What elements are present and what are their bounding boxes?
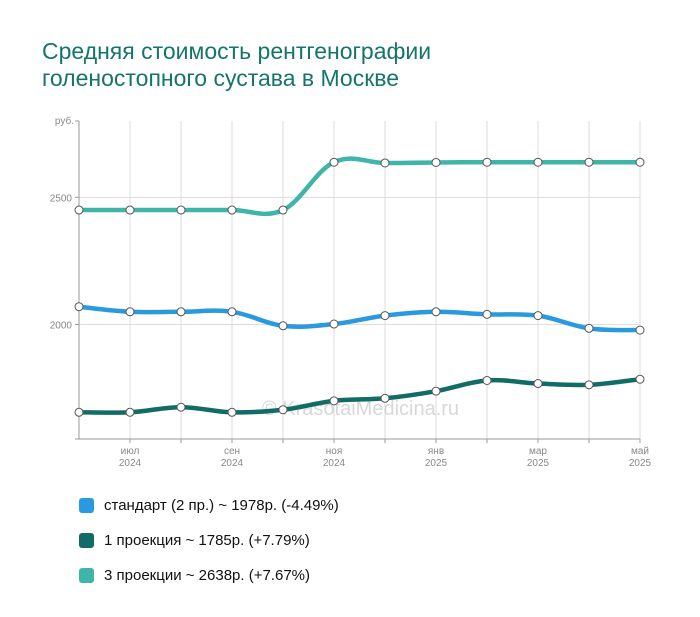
- y-axis-unit-label: руб.: [55, 115, 74, 127]
- x-tick-label-month: июл: [121, 446, 140, 457]
- y-tick-label: 2000: [50, 321, 73, 332]
- series-0-point: [74, 205, 84, 215]
- series-1-point: [329, 319, 339, 329]
- series-0-point: [176, 205, 186, 215]
- legend-swatch-3-projections: [79, 568, 94, 583]
- x-tick-label-year: 2025: [425, 458, 448, 469]
- series-1-point: [125, 307, 135, 317]
- series-2-point: [584, 380, 594, 390]
- x-tick-label-year: 2024: [323, 458, 346, 469]
- legend-label-1-projection: 1 проекция ~ 1785р. (+7.79%): [104, 532, 310, 549]
- series-2-point: [74, 407, 84, 417]
- x-tick-label-year: 2024: [221, 458, 244, 469]
- series-2-point: [482, 375, 492, 385]
- x-tick-label-month: май: [631, 446, 649, 457]
- series-1-point: [74, 302, 84, 312]
- legend-swatch-1-projection: [79, 533, 94, 548]
- x-tick-label-year: 2025: [527, 458, 550, 469]
- x-tick-label-month: мар: [529, 446, 547, 457]
- chart-legend: стандарт (2 пр.) ~ 1978р. (-4.49%) 1 про…: [79, 488, 339, 593]
- series-0-point: [278, 205, 288, 215]
- series-2-point: [533, 379, 543, 389]
- series-1-point: [176, 307, 186, 317]
- legend-item-standard[interactable]: стандарт (2 пр.) ~ 1978р. (-4.49%): [79, 488, 339, 523]
- series-1-point: [482, 309, 492, 319]
- series-2-point: [227, 407, 237, 417]
- x-tick-label-month: янв: [428, 446, 444, 457]
- legend-item-1-projection[interactable]: 1 проекция ~ 1785р. (+7.79%): [79, 523, 339, 558]
- series-0-line: [76, 156, 643, 217]
- series-2-point: [635, 374, 645, 384]
- chart-title-line-1: Средняя стоимость рентгенографии: [42, 38, 432, 64]
- series-2-point: [176, 402, 186, 412]
- series-1-point: [584, 323, 594, 333]
- series-0-point: [533, 157, 543, 167]
- series-1-point: [380, 311, 390, 321]
- series-2-point: [125, 407, 135, 417]
- series-0-point: [125, 205, 135, 215]
- series-0-point: [380, 158, 390, 168]
- y-tick-label: 2500: [50, 193, 73, 204]
- chart-title: Средняя стоимость рентгенографии голенос…: [42, 38, 662, 92]
- series-1-point: [278, 321, 288, 331]
- x-tick-label-year: 2025: [629, 458, 652, 469]
- legend-item-3-projections[interactable]: 3 проекции ~ 2638р. (+7.67%): [79, 558, 339, 593]
- series-0-point: [635, 157, 645, 167]
- series-1-point: [431, 307, 441, 317]
- series-0-point: [431, 157, 441, 167]
- series-2-point: [278, 405, 288, 415]
- series-1-point: [533, 311, 543, 321]
- series-2-point: [380, 393, 390, 403]
- legend-label-standard: стандарт (2 пр.) ~ 1978р. (-4.49%): [104, 497, 339, 514]
- series-0-point: [329, 157, 339, 167]
- series-0-point: [482, 157, 492, 167]
- x-tick-label-year: 2024: [119, 458, 142, 469]
- series-2-point: [329, 396, 339, 406]
- legend-label-3-projections: 3 проекции ~ 2638р. (+7.67%): [104, 567, 310, 584]
- series-1-point: [227, 307, 237, 317]
- legend-swatch-standard: [79, 498, 94, 513]
- series-0-point: [584, 157, 594, 167]
- x-tick-label-month: ноя: [326, 446, 343, 457]
- x-tick-label-month: сен: [224, 446, 240, 457]
- series-2-point: [431, 386, 441, 396]
- series-1-point: [635, 325, 645, 335]
- chart-title-line-2: голеностопного сустава в Москве: [42, 65, 400, 91]
- series-0-point: [227, 205, 237, 215]
- series-1-line: [76, 304, 643, 333]
